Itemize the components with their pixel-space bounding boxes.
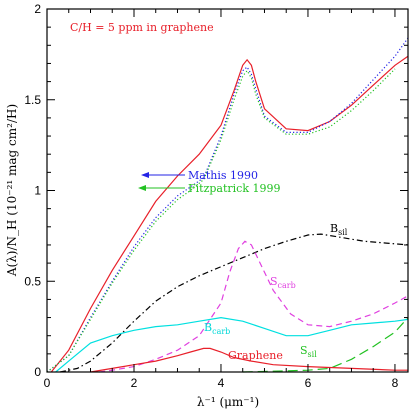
- x-tick-label: 8: [392, 376, 399, 390]
- series-bcarb: [55, 316, 409, 373]
- series-fitz: [46, 68, 396, 373]
- scarb-label: Scarb: [270, 275, 296, 290]
- y-tick-label: 2: [34, 2, 41, 16]
- fitz-label: Fitzpatrick 1999: [188, 182, 280, 195]
- x-tick-label: 4: [218, 376, 225, 390]
- ssil-label: Ssil: [300, 344, 317, 359]
- bsil-label: Bsil: [330, 222, 348, 237]
- y-tick-label: 0: [34, 365, 41, 379]
- tick-layer: 0 2 4 6 8 0 0.5 1 1.5 2: [24, 2, 408, 390]
- series-bsil: [59, 233, 409, 373]
- fitz-annotation: Fitzpatrick 1999: [138, 182, 280, 195]
- bcarb-subscript: carb: [212, 327, 230, 336]
- y-axis-label: A(λ)/N_H (10⁻²¹ mag cm²/H): [5, 104, 19, 277]
- series-ssil: [242, 317, 409, 373]
- bsil-subscript: sil: [338, 228, 348, 237]
- ssil-subscript: sil: [308, 350, 318, 359]
- y-tick-label: 1.5: [24, 93, 41, 107]
- x-tick-label: 0: [44, 376, 51, 390]
- bcarb-letter: B: [204, 321, 212, 334]
- ssil-letter: S: [300, 344, 308, 357]
- mathis-label: Mathis 1990: [188, 169, 258, 182]
- series-graphene: [90, 347, 408, 373]
- y-tick-label: 1: [34, 184, 41, 198]
- x-tick-label: 2: [131, 376, 138, 390]
- graphene-label: Graphene: [228, 349, 283, 362]
- scarb-subscript: carb: [278, 281, 296, 290]
- scarb-letter: S: [270, 275, 278, 288]
- chart-title: C/H = 5 ppm in graphene: [70, 21, 214, 34]
- series-total: [50, 55, 409, 373]
- series-mathis: [46, 37, 409, 373]
- mathis-arrowhead: [141, 172, 149, 178]
- x-tick-label: 6: [305, 376, 312, 390]
- y-tick-label: 0.5: [24, 274, 41, 288]
- bcarb-label: Bcarb: [204, 321, 230, 336]
- series-layer: [46, 37, 409, 373]
- mathis-annotation: Mathis 1990: [141, 169, 258, 182]
- x-axis-label: λ⁻¹ (μm⁻¹): [197, 395, 259, 409]
- fitz-arrowhead: [138, 185, 146, 191]
- series-scarb: [99, 240, 409, 373]
- bsil-letter: B: [330, 222, 338, 235]
